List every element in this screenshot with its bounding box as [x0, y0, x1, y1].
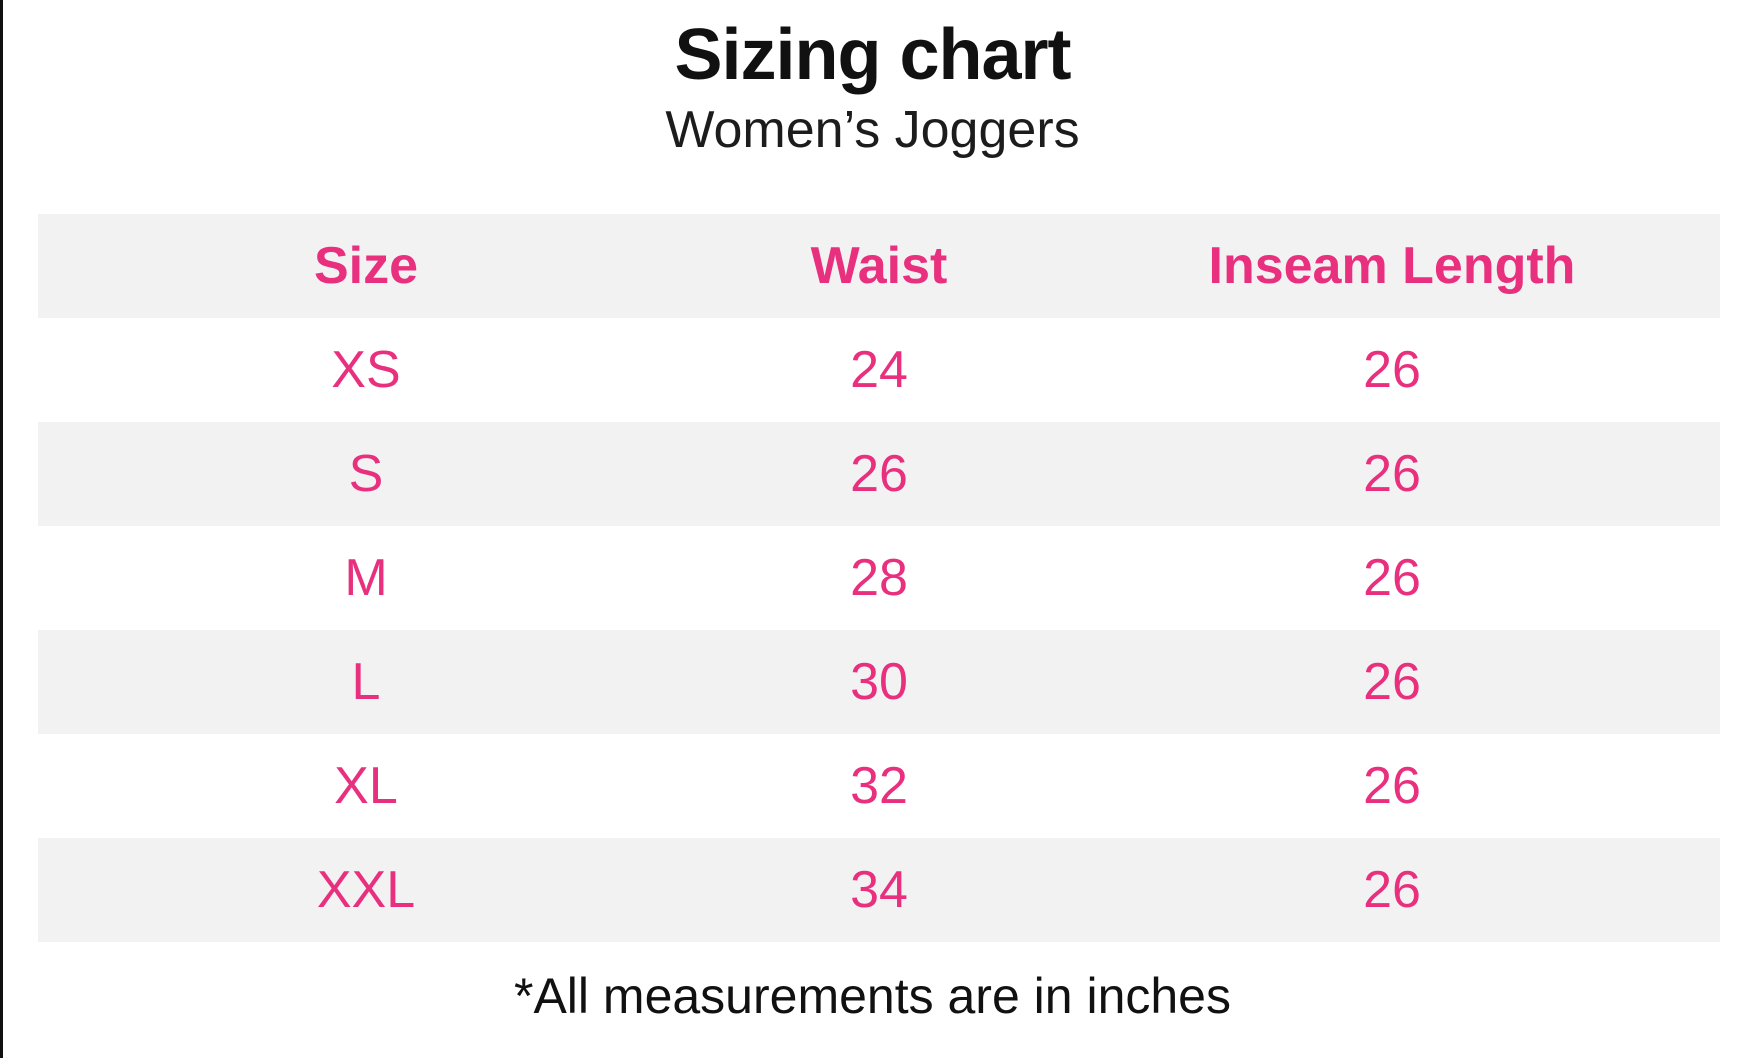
column-header-waist: Waist	[810, 237, 948, 296]
cell-s-waist: 26	[850, 445, 908, 504]
table-row-xs: XS 24 26	[38, 318, 1720, 423]
table-row-xl: XL 32 26	[38, 734, 1720, 839]
cell-xs-waist: 24	[850, 341, 908, 400]
cell-l-inseam_length: 26	[1363, 653, 1421, 712]
heading-block: Sizing chart Women’s Joggers	[3, 0, 1742, 161]
cell-s-inseam_length: 26	[1363, 445, 1421, 504]
table-row-s: S 26 26	[38, 422, 1720, 527]
table-row-l: L 30 26	[38, 630, 1720, 735]
cell-l-waist: 30	[850, 653, 908, 712]
cell-xxl-waist: 34	[850, 861, 908, 920]
cell-m-waist: 28	[850, 549, 908, 608]
cell-xxl-size: XXL	[316, 861, 416, 920]
column-header-inseam-length: Inseam Length	[1208, 237, 1576, 296]
column-header-size: Size	[313, 237, 419, 296]
footnote: *All measurements are in inches	[514, 968, 1231, 1025]
cell-xxl-inseam_length: 26	[1363, 861, 1421, 920]
cell-m-size: M	[344, 549, 388, 608]
cell-m-inseam_length: 26	[1363, 549, 1421, 608]
cell-xs-size: XS	[331, 341, 401, 400]
cell-xl-inseam_length: 26	[1363, 757, 1421, 816]
cell-xl-size: XL	[334, 757, 398, 816]
cell-xl-waist: 32	[850, 757, 908, 816]
page-title: Sizing chart	[674, 15, 1071, 95]
table-row-m: M 28 26	[38, 526, 1720, 631]
cell-xs-inseam_length: 26	[1363, 341, 1421, 400]
table-header-row: Size Waist Inseam Length	[38, 214, 1720, 319]
table-body: XS 24 26 S 26 26 M 28 26 L 30 26 XL 32 26 XXL 34 26	[38, 318, 1720, 943]
table-row-xxl: XXL 34 26	[38, 838, 1720, 943]
cell-l-size: L	[351, 653, 381, 712]
page-subtitle: Women’s Joggers	[665, 100, 1080, 159]
sizing-table: Size Waist Inseam Length XS 24 26 S 26 26 M 28 2…	[38, 214, 1720, 943]
cell-s-size: S	[348, 445, 384, 504]
